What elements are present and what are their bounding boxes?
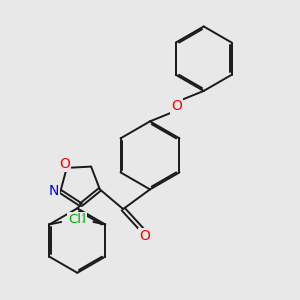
- Text: O: O: [59, 157, 70, 171]
- Text: Cl: Cl: [68, 213, 81, 226]
- Text: O: O: [171, 99, 182, 113]
- Text: N: N: [49, 184, 59, 199]
- Text: Cl: Cl: [73, 213, 86, 226]
- Text: O: O: [139, 229, 150, 243]
